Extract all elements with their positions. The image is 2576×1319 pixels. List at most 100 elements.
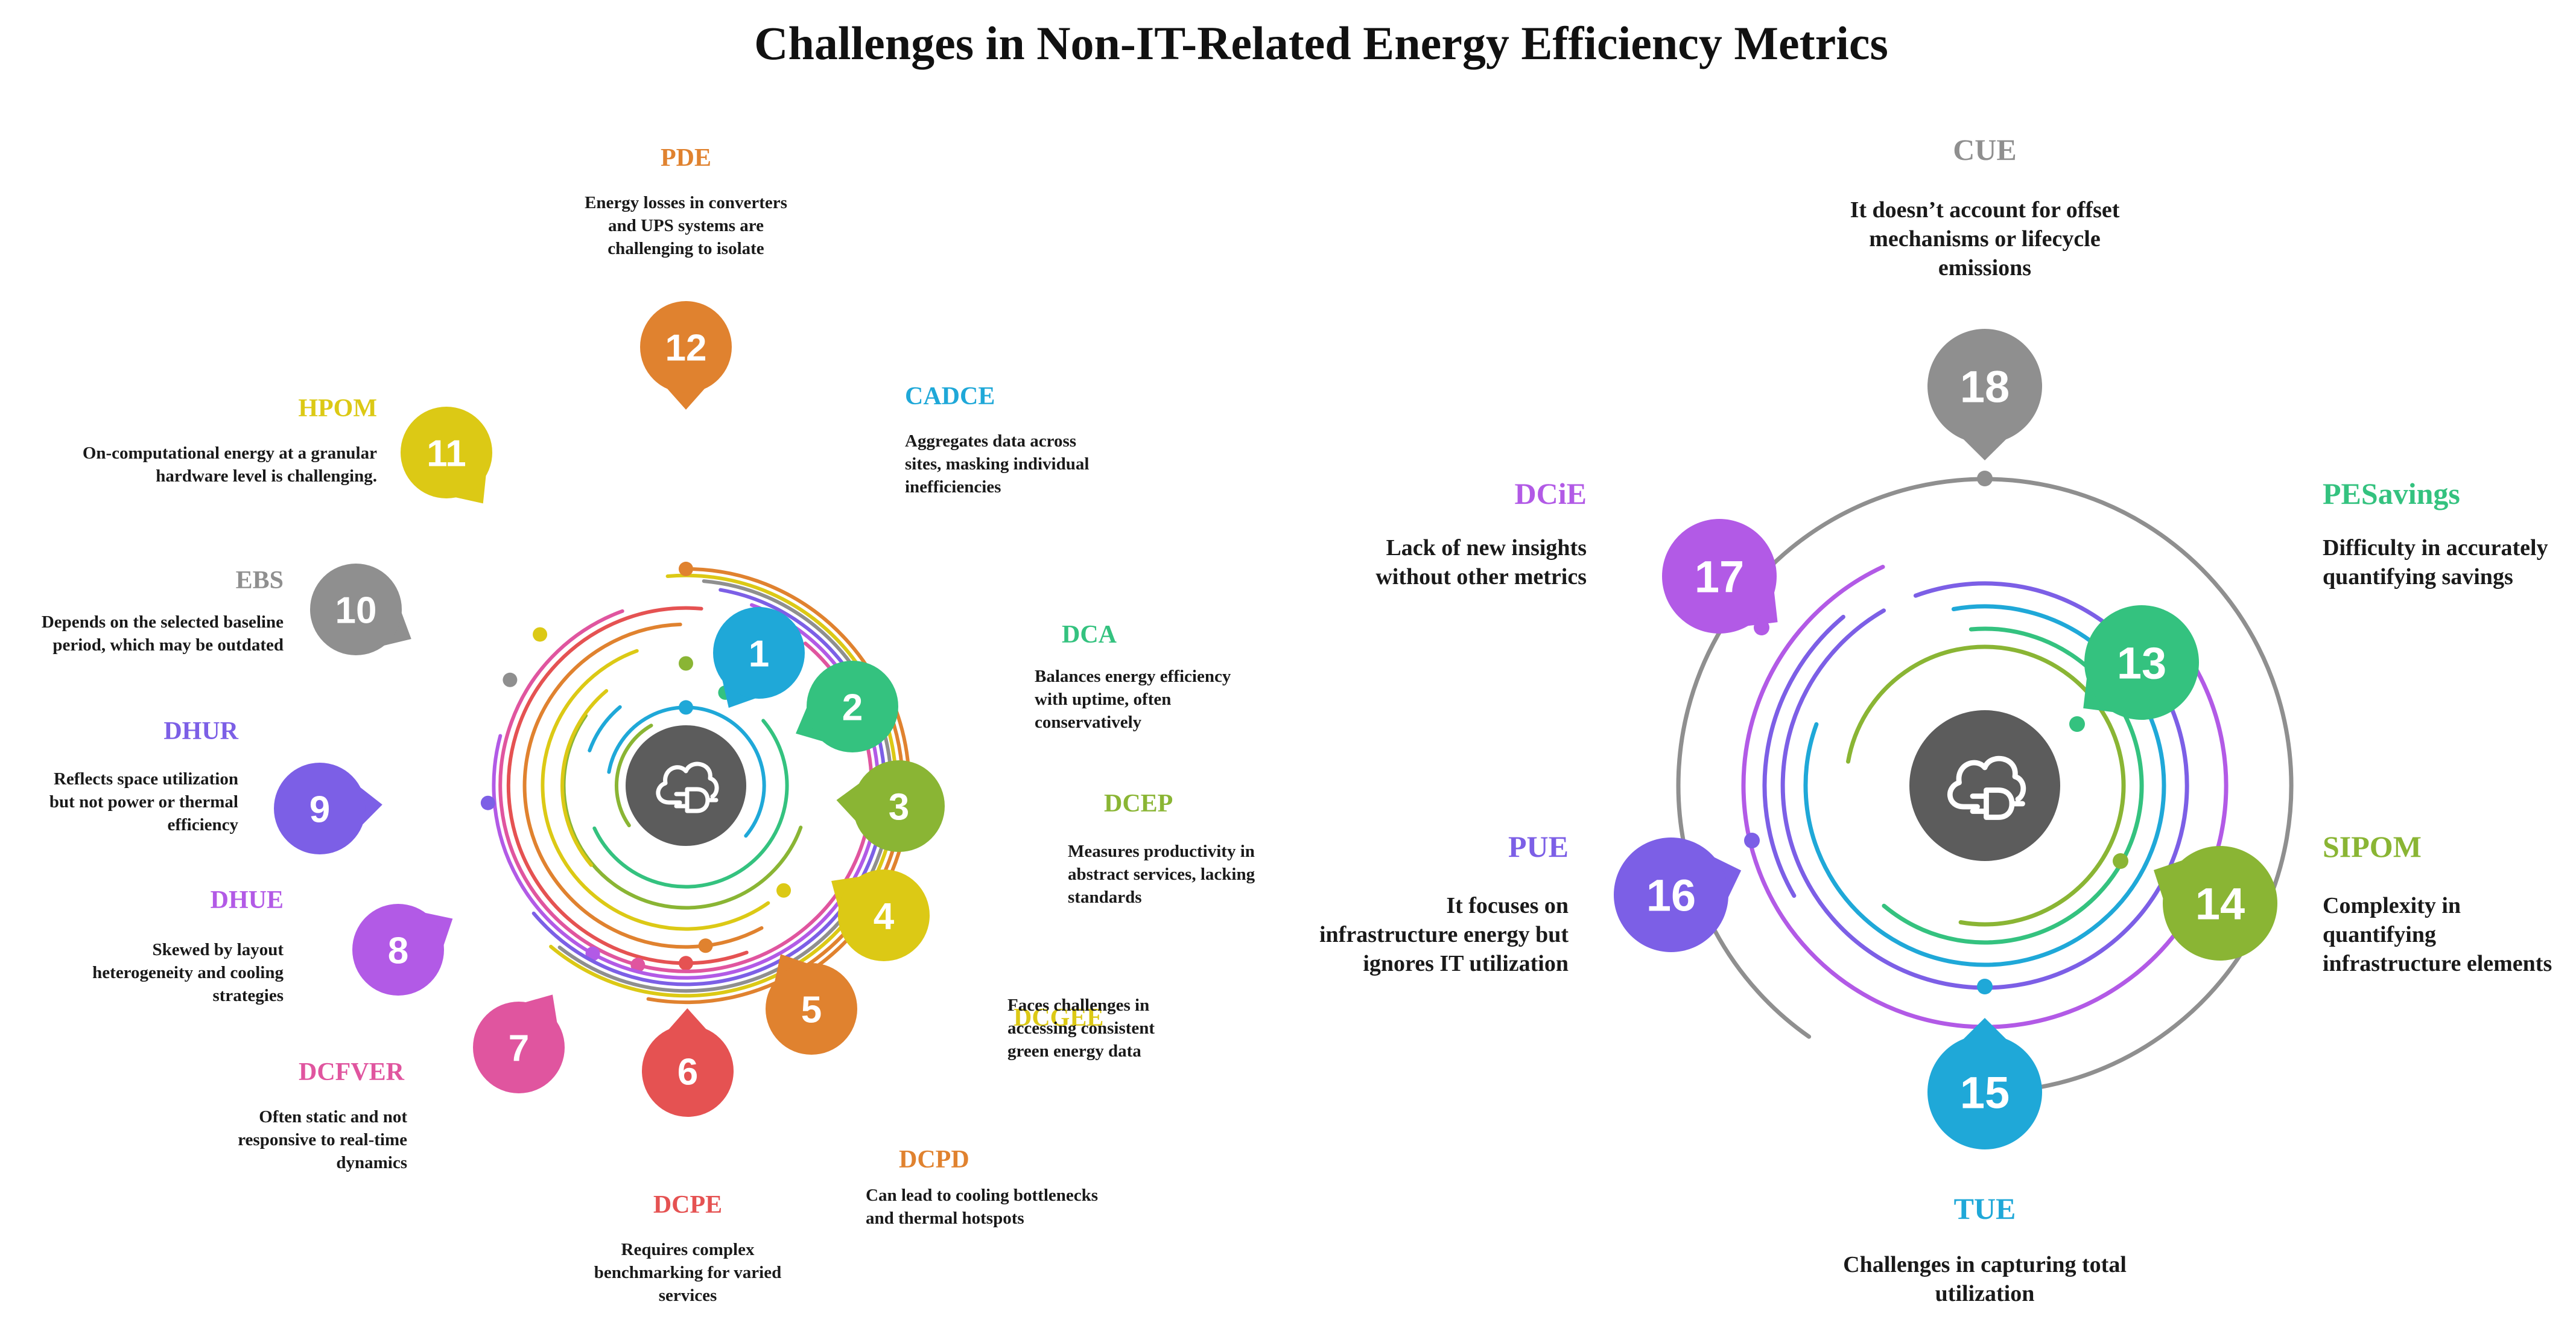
ring-dot-5 [698, 938, 713, 953]
number-bubble-17: 17 [1662, 519, 1778, 634]
ring-arc-5 [522, 622, 764, 949]
metric-label-hpom: HPOM [298, 395, 377, 422]
metric-description: Balances energy efficiency with uptime, o… [1035, 667, 1231, 732]
svg-text:7: 7 [509, 1028, 529, 1069]
ring-arc [1882, 626, 2144, 945]
cloud-plug-icon [656, 761, 719, 813]
ring-arc-1 [607, 705, 766, 838]
metric-description: Often static and not responsive to real-t… [238, 1107, 407, 1172]
right-ring-diagram: 13 14 15 16 17 18 PESavings Difficulty in accur… [1319, 133, 2552, 1306]
number-bubble-3: 3 [836, 760, 945, 852]
metric-label-dcep: DCEP [1104, 790, 1173, 818]
ring-dot-10 [503, 672, 518, 687]
svg-text:11: 11 [427, 433, 466, 474]
ring-dot-7 [630, 958, 646, 973]
svg-text:13: 13 [2117, 638, 2166, 688]
ring-arc [1829, 477, 2294, 1095]
number-bubble-8: 8 [352, 904, 453, 996]
metric-description: It focuses on infrastructure energy but ig… [1319, 893, 1569, 976]
number-bubble-7: 7 [473, 994, 565, 1093]
number-bubble-2: 2 [796, 661, 898, 752]
decor-arc [560, 689, 609, 867]
center-hub [626, 725, 746, 846]
metric-label-dhue: DHUE [211, 886, 284, 914]
ring-dot-16 [1744, 833, 1760, 848]
cloud-plug-icon [1947, 755, 2026, 820]
metric-label-cadce: CADCE [905, 383, 995, 410]
svg-text:3: 3 [889, 786, 909, 828]
metric-label-tue: TUE [1954, 1192, 2016, 1225]
metric-description: On-computational energy at a granular har… [83, 443, 377, 486]
ring-dot-13 [2069, 716, 2085, 732]
number-bubble-5: 5 [766, 954, 857, 1055]
metric-description: Depends on the selected baseline period, … [42, 612, 284, 655]
metric-label-dcgee: DCGEE [1014, 1004, 1103, 1032]
svg-text:16: 16 [1646, 871, 1696, 921]
svg-text:4: 4 [874, 895, 895, 937]
svg-text:5: 5 [801, 989, 822, 1031]
ring-dot-11 [533, 627, 548, 642]
metric-description: Reflects space utilization but not power … [49, 769, 239, 834]
ring-dot-12 [679, 561, 693, 576]
metric-label-dhur: DHUR [163, 717, 238, 745]
metric-description: Faces challenges in accessing consistent g… [1007, 996, 1155, 1061]
metric-description: Aggregates data across sites, masking ind… [905, 431, 1089, 497]
svg-text:17: 17 [1695, 552, 1744, 602]
ring-arc-6 [506, 606, 749, 965]
decor-arc [614, 723, 653, 827]
number-bubble-10: 10 [310, 564, 411, 655]
metric-description: Lack of new insights without other metric… [1375, 535, 1587, 590]
metric-label-ebs: EBS [236, 567, 284, 594]
number-bubble-13: 13 [2083, 605, 2199, 720]
ring-arc [1756, 565, 1885, 705]
number-bubble-15: 15 [1927, 1018, 2042, 1149]
ring-dot-1 [679, 700, 693, 715]
svg-text:12: 12 [665, 327, 707, 369]
ring-arc [1741, 628, 2229, 1029]
ring-arc-2 [592, 719, 789, 889]
svg-text:10: 10 [335, 590, 377, 631]
ring-dot-4 [776, 883, 792, 898]
ring-dot-15 [1977, 979, 1993, 994]
ring-arc-10 [557, 579, 893, 993]
metric-label-sipom: SIPOM [2323, 830, 2422, 863]
metric-label-pesavings: PESavings [2323, 477, 2460, 510]
ring-arc-4 [541, 649, 770, 931]
metric-label-dcfver: DCFVER [299, 1058, 405, 1086]
decor-arc [588, 705, 622, 752]
number-bubble-11: 11 [401, 407, 492, 504]
metric-description: Can lead to cooling bottlenecks and therm… [866, 1186, 1098, 1228]
svg-text:1: 1 [749, 633, 769, 675]
page-title: Challenges in Non-IT-Related Energy Effi… [754, 17, 1888, 69]
svg-text:15: 15 [1960, 1068, 2010, 1118]
metric-label-dca: DCA [1062, 621, 1117, 649]
metric-description: Difficulty in accurately quantifying savi… [2323, 535, 2548, 590]
svg-text:6: 6 [677, 1051, 698, 1093]
ring-dot-14 [2113, 853, 2128, 869]
ring-arc [1762, 614, 1845, 898]
metric-description: Energy losses in converters and UPS syste… [585, 193, 787, 258]
number-bubble-16: 16 [1614, 837, 1742, 952]
metric-label-dcie: DCiE [1515, 477, 1587, 510]
number-bubble-4: 4 [831, 869, 930, 961]
metric-description: Requires complex benchmarking for varied s… [594, 1240, 781, 1305]
metric-label-pde: PDE [661, 144, 711, 172]
metric-label-pue: PUE [1508, 830, 1569, 863]
svg-text:2: 2 [842, 687, 863, 728]
decor-arc [796, 707, 911, 981]
ring-dot-6 [679, 956, 693, 971]
number-bubble-14: 14 [2153, 846, 2277, 961]
svg-text:14: 14 [2195, 879, 2245, 929]
number-bubble-6: 6 [642, 1008, 734, 1117]
svg-text:8: 8 [388, 930, 408, 971]
number-bubble-12: 12 [640, 301, 732, 410]
ring-dot-9 [480, 795, 495, 810]
center-hub [1909, 710, 2060, 861]
ring-dot-3 [679, 656, 693, 671]
number-bubble-1: 1 [713, 607, 805, 708]
svg-text:18: 18 [1960, 362, 2010, 412]
number-bubble-18: 18 [1927, 329, 2042, 460]
metric-label-dcpe: DCPE [653, 1191, 722, 1219]
